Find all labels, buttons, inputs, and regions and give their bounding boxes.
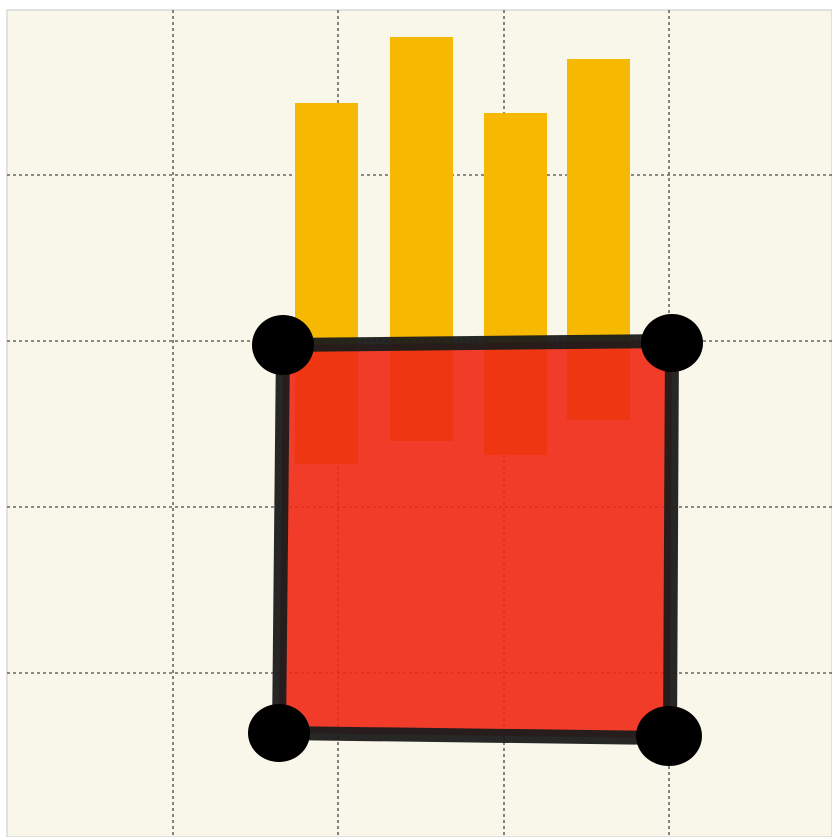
vertex-handle[interactable] [252, 315, 314, 375]
page: (() => { const data = JSON.parse(documen… [0, 0, 832, 837]
vertex-handle[interactable] [641, 314, 703, 372]
drawing-canvas [0, 0, 832, 837]
vertex-handle[interactable] [636, 706, 702, 766]
vertex-handle[interactable] [248, 704, 310, 762]
fry-box[interactable] [279, 341, 672, 738]
